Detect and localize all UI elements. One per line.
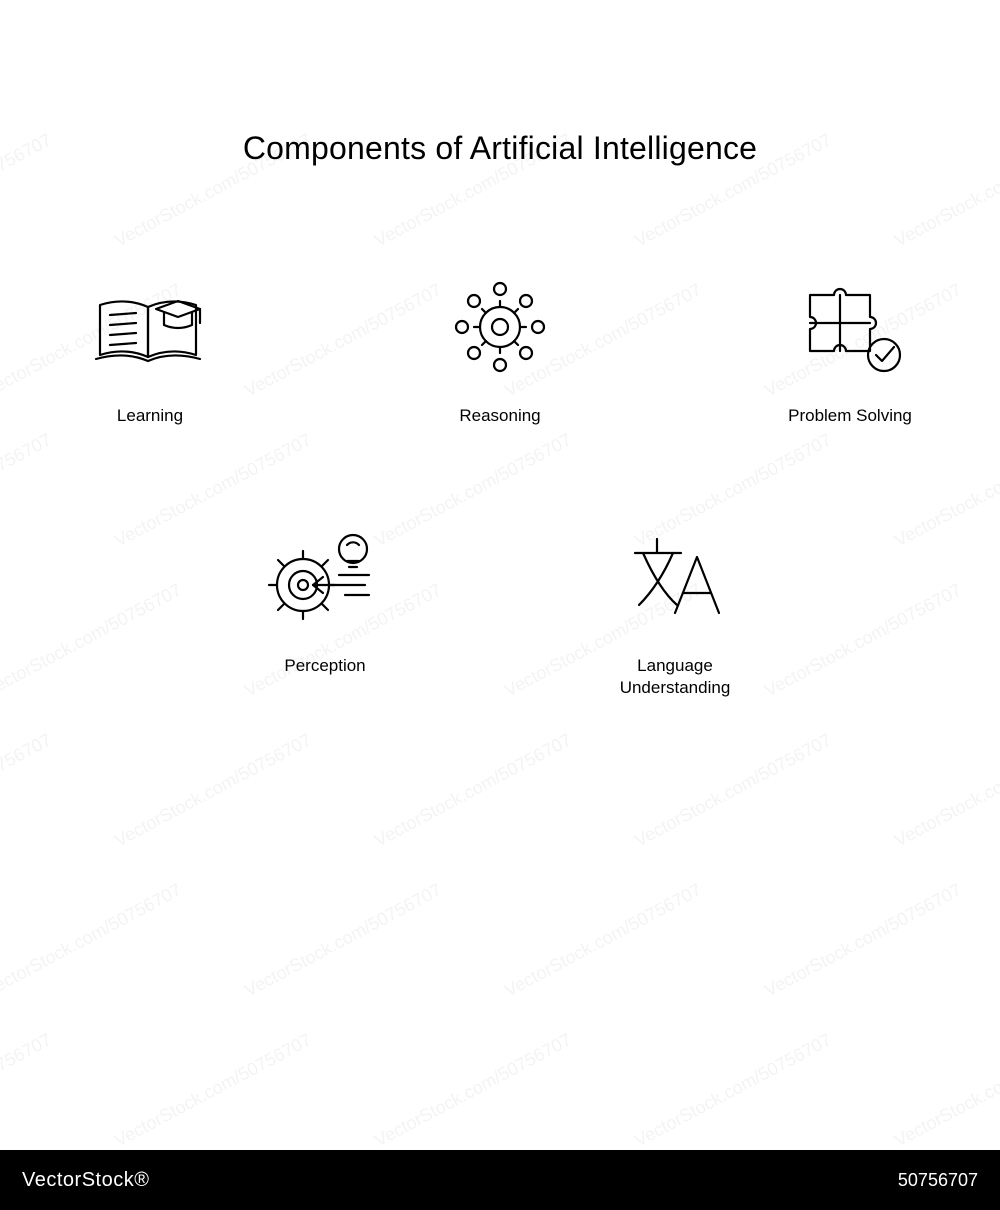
component-label: Learning: [117, 405, 183, 427]
component-label: Perception: [284, 655, 365, 677]
footer-id: 50756707: [898, 1170, 978, 1191]
footer-bar: VectorStock® 50756707: [0, 1150, 1000, 1210]
component-perception: Perception: [225, 517, 425, 699]
component-language-understanding: Language Understanding: [575, 517, 775, 699]
component-label: Problem Solving: [788, 405, 912, 427]
footer-brand: VectorStock®: [22, 1169, 149, 1192]
learning-icon: [80, 267, 220, 387]
components-grid: Learning: [0, 267, 1000, 699]
language-understanding-icon: [605, 517, 745, 637]
reasoning-icon: [430, 267, 570, 387]
grid-row-1: Learning: [50, 267, 950, 427]
component-reasoning: Reasoning: [400, 267, 600, 427]
problem-solving-icon: [780, 267, 920, 387]
component-label: Reasoning: [459, 405, 540, 427]
component-label: Language Understanding: [620, 655, 731, 699]
page-title: Components of Artificial Intelligence: [0, 130, 1000, 167]
perception-icon: [255, 517, 395, 637]
component-learning: Learning: [50, 267, 250, 427]
component-problem-solving: Problem Solving: [750, 267, 950, 427]
grid-row-2: Perception Language Understanding: [225, 517, 775, 699]
